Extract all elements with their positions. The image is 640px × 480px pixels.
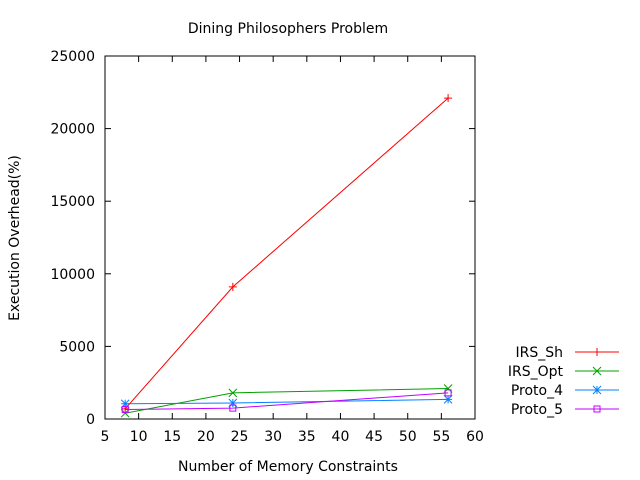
legend-marker-proto-4 (593, 386, 601, 394)
x-tick-label: 60 (466, 429, 484, 445)
x-tick-label: 55 (432, 429, 450, 445)
x-tick-label: 15 (163, 429, 181, 445)
chart-title: Dining Philosophers Problem (188, 21, 388, 37)
x-tick-label: 20 (197, 429, 215, 445)
legend-label-irs-opt: IRS_Opt (508, 364, 564, 380)
y-tick-label: 25000 (50, 49, 95, 65)
plot-frame (105, 56, 475, 419)
x-tick-label: 50 (399, 429, 417, 445)
legend-label-irs-sh: IRS_Sh (515, 345, 563, 361)
legend-marker-irs-sh (593, 348, 601, 356)
legend-label-proto-4: Proto_4 (511, 383, 563, 399)
y-tick-label: 20000 (50, 122, 95, 138)
series-line-irs-opt (125, 389, 448, 414)
series-line-proto-5 (125, 393, 448, 410)
series-line-irs-sh (125, 98, 448, 409)
y-axis-label: Execution Overhead(%) (7, 155, 23, 321)
x-tick-label: 5 (101, 429, 110, 445)
x-tick-label: 45 (365, 429, 383, 445)
x-tick-label: 25 (231, 429, 249, 445)
series-line-proto-4 (125, 399, 448, 403)
y-tick-label: 10000 (50, 267, 95, 283)
y-tick-label: 0 (86, 412, 95, 428)
y-tick-label: 5000 (59, 339, 95, 355)
x-tick-label: 35 (298, 429, 316, 445)
x-tick-label: 40 (332, 429, 350, 445)
legend-label-proto-5: Proto_5 (511, 402, 563, 418)
y-tick-label: 15000 (50, 194, 95, 210)
x-axis-label: Number of Memory Constraints (178, 459, 398, 475)
data-point-proto-4 (444, 395, 452, 403)
x-tick-label: 10 (130, 429, 148, 445)
x-tick-label: 30 (264, 429, 282, 445)
